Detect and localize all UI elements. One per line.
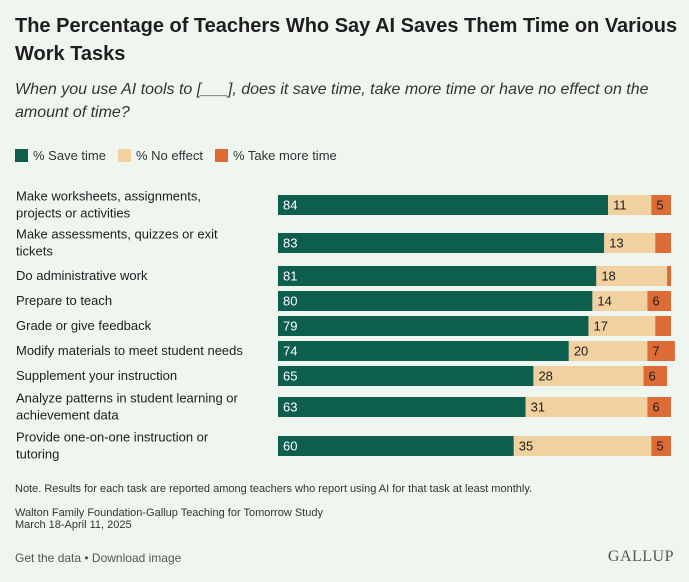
data-label: 6 xyxy=(652,400,659,415)
footer-separator: • xyxy=(81,551,92,565)
bar-segment xyxy=(525,397,648,417)
data-label: 20 xyxy=(574,344,588,359)
source-study: Walton Family Foundation-Gallup Teaching… xyxy=(15,507,323,519)
data-label: 65 xyxy=(283,369,297,384)
data-label: 11 xyxy=(613,198,627,213)
bar-segment xyxy=(608,195,652,215)
chart-note: Note. Results for each task are reported… xyxy=(15,483,533,495)
bar-segment xyxy=(667,266,671,286)
data-label: 84 xyxy=(283,198,297,213)
legend: % Save time % No effect % Take more time xyxy=(15,146,349,164)
bar-segment xyxy=(568,341,648,361)
category-label: achievement data xyxy=(16,408,119,423)
gallup-logo: GALLUP xyxy=(607,548,674,565)
legend-swatch-save xyxy=(15,148,28,162)
bar-segment xyxy=(643,366,668,386)
bar-segment xyxy=(278,233,605,253)
bar-segment xyxy=(647,341,675,361)
category-label: tutoring xyxy=(16,447,59,462)
bar-segment xyxy=(278,195,609,215)
data-label: 74 xyxy=(283,344,297,359)
bar-segment xyxy=(604,233,656,253)
bar-segment xyxy=(596,266,668,286)
bar-segment xyxy=(651,436,671,456)
data-label: 31 xyxy=(531,400,545,415)
category-label: Supplement your instruction xyxy=(16,368,177,383)
get-data-link[interactable]: Get the data xyxy=(15,551,82,565)
bar-segment xyxy=(278,316,589,336)
bar-segment xyxy=(647,397,671,417)
data-label: 6 xyxy=(648,369,655,384)
data-label: 80 xyxy=(283,294,297,309)
legend-item-no-effect: % No effect xyxy=(117,147,203,163)
bar-segment xyxy=(655,316,671,336)
bar-segment xyxy=(278,341,569,361)
bar-segment xyxy=(655,233,671,253)
stacked-bar-chart: Make worksheets, assignments, projects or… xyxy=(16,189,675,462)
data-label: 7 xyxy=(652,344,659,359)
legend-label-save: % Save time xyxy=(33,147,106,163)
download-image-link[interactable]: Download image xyxy=(91,551,182,565)
category-label: Make assessments, quizzes or exit xyxy=(16,227,218,242)
footer-links: Get the data • Download image xyxy=(15,551,181,565)
data-label: 6 xyxy=(652,294,659,309)
data-label: 18 xyxy=(601,269,615,284)
bar-segment xyxy=(533,366,644,386)
category-label: Make worksheets, assignments, xyxy=(16,189,201,204)
legend-swatch-no-effect xyxy=(117,148,131,162)
legend-label-no-effect: % No effect xyxy=(135,147,203,163)
bar-segment xyxy=(588,316,656,336)
bar-segment xyxy=(278,397,526,417)
bar-segment xyxy=(278,366,534,386)
data-label: 13 xyxy=(609,236,623,251)
legend-item-more: % Take more time xyxy=(214,147,337,163)
data-label: 79 xyxy=(283,319,297,334)
category-label: projects or activities xyxy=(16,206,131,221)
data-label: 5 xyxy=(656,439,663,454)
data-label: 35 xyxy=(519,439,533,454)
chart-subtitle: When you use AI tools to [___], does it … xyxy=(15,81,649,121)
data-label: 81 xyxy=(283,269,297,284)
bar-segment xyxy=(278,436,514,456)
bar-segment xyxy=(513,436,652,456)
data-label: 14 xyxy=(597,294,611,309)
bar-segment xyxy=(651,195,671,215)
category-label: Modify materials to meet student needs xyxy=(16,343,243,358)
data-label: 28 xyxy=(538,369,552,384)
legend-swatch-more xyxy=(214,148,228,162)
category-label: Do administrative work xyxy=(16,268,148,283)
data-label: 17 xyxy=(593,319,607,334)
data-label: 83 xyxy=(283,236,297,251)
source-dates: March 18-April 11, 2025 xyxy=(15,519,132,531)
chart-title: The Percentage of Teachers Who Say AI Sa… xyxy=(15,15,678,65)
data-label: 60 xyxy=(283,439,297,454)
category-label: tickets xyxy=(16,244,53,259)
category-label: Grade or give feedback xyxy=(16,318,152,333)
legend-label-more: % Take more time xyxy=(232,147,337,163)
bar-segment xyxy=(278,266,597,286)
category-label: Provide one-on-one instruction or xyxy=(16,430,209,445)
data-label: 5 xyxy=(656,198,663,213)
bar-segment xyxy=(647,291,671,311)
category-label: Analyze patterns in student learning or xyxy=(16,391,239,406)
category-label: Prepare to teach xyxy=(16,293,112,308)
legend-item-save: % Save time xyxy=(15,148,106,163)
data-label: 63 xyxy=(283,400,297,415)
bar-segment xyxy=(592,291,648,311)
bar-segment xyxy=(278,291,593,311)
chart-source: Walton Family Foundation-Gallup Teaching… xyxy=(15,507,323,531)
